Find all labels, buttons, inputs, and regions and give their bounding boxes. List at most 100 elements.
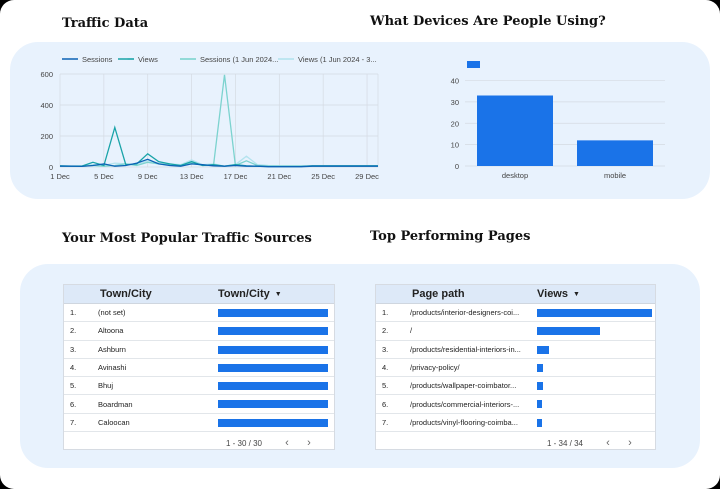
y-tick-label: 400: [40, 101, 53, 110]
row-number: 6.: [70, 399, 77, 409]
legend-item-3[interactable]: Views (1 Jun 2024 - 3...: [278, 55, 377, 64]
row-number: 1.: [382, 308, 389, 318]
line-chart-x-ticks: 1 Dec 5 Dec 9 Dec 13 Dec 17 Dec 21 Dec 25 Dec 2…: [50, 172, 379, 181]
table-row[interactable]: 1. (not set): [64, 304, 334, 323]
table-row[interactable]: 4. Avinashi: [64, 359, 334, 378]
pagination-label: 1 - 30 / 30: [225, 438, 262, 448]
bar-chart-y-ticks: 0 10 20 30 40: [451, 77, 459, 171]
column-header-views-sort[interactable]: Views ▼: [537, 288, 580, 300]
row-bar: [537, 309, 652, 317]
x-tick-label: 25 Dec: [311, 172, 335, 181]
table-header: Town/City Town/City ▼: [64, 285, 334, 304]
y-tick-label: 600: [40, 70, 53, 79]
row-bar-cell: [218, 359, 334, 376]
table-body: 1. (not set) 2. Altoona 3. Ashburn 4. Avinashi 5…: [64, 304, 334, 433]
chevron-left-icon[interactable]: ‹: [606, 437, 610, 450]
row-label: /products/vinyl-flooring-coimba...: [410, 417, 518, 427]
row-bar: [537, 363, 543, 372]
traffic-sources-table: Town/City Town/City ▼ 1. (not set) 2. Altoo…: [63, 284, 335, 450]
row-bar-cell: [537, 395, 655, 412]
row-label: Boardman: [98, 399, 133, 409]
line-chart-y-ticks: 0 200 400 600: [40, 70, 53, 172]
x-tick-label: 17 Dec: [224, 172, 248, 181]
y-tick-label: 0: [455, 162, 459, 171]
series-line-1: [59, 125, 378, 168]
row-bar-cell: [218, 395, 334, 412]
row-bar: [218, 418, 328, 427]
table-row[interactable]: 5. /products/wallpaper-coimbator...: [376, 377, 655, 396]
row-number: 7.: [70, 417, 77, 427]
chevron-right-icon[interactable]: ›: [628, 437, 632, 450]
traffic-sources-title: Your Most Popular Traffic Sources: [62, 231, 312, 246]
row-bar-cell: [537, 377, 655, 394]
row-number: 3.: [70, 344, 77, 354]
legend-item-1[interactable]: Views: [118, 55, 158, 64]
table-header: Page path Views ▼: [376, 285, 655, 304]
x-tick-label: 1 Dec: [50, 172, 70, 181]
bar-chart-bars: [477, 95, 653, 167]
row-bar-cell: [537, 414, 655, 431]
table-row[interactable]: 3. /products/residential-interiors-in...: [376, 341, 655, 359]
sort-desc-icon: ▼: [573, 290, 580, 298]
table-body: 1. /products/interior-designers-coi... 2. /…: [376, 304, 655, 433]
row-bar-cell: [537, 359, 655, 376]
table-row[interactable]: 7. Caloocan: [64, 414, 334, 433]
row-number: 5.: [382, 381, 389, 391]
table-row[interactable]: 2. Altoona: [64, 322, 334, 341]
bar-mobile[interactable]: [577, 140, 653, 166]
y-tick-label: 30: [451, 98, 459, 107]
line-chart-series: [59, 74, 378, 168]
legend-label: Views: [138, 55, 158, 64]
row-label: /products/residential-interiors-in...: [410, 344, 521, 354]
table-row[interactable]: 2. /: [376, 322, 655, 341]
table-row[interactable]: 3. Ashburn: [64, 341, 334, 359]
column-header-page-path[interactable]: Page path: [412, 288, 465, 300]
table-row[interactable]: 1. /products/interior-designers-coi...: [376, 304, 655, 323]
row-label: /products/commercial-interiors-...: [410, 399, 520, 409]
row-label: Ashburn: [98, 344, 126, 354]
series-line-0: [60, 158, 378, 168]
row-number: 2.: [382, 326, 389, 336]
top-pages-table: Page path Views ▼ 1. /products/interior-d…: [375, 284, 656, 450]
charts-panel: Sessions Views Sessions (1 Jun 2024... View…: [10, 42, 710, 199]
row-bar: [537, 400, 542, 409]
bar-chart-x-ticks: desktop mobile: [502, 171, 626, 180]
column-header-town-city-sort[interactable]: Town/City ▼: [218, 288, 282, 300]
table-row[interactable]: 6. Boardman: [64, 395, 334, 414]
row-number: 1.: [70, 308, 77, 318]
column-header-label: Town/City: [218, 288, 270, 300]
chevron-right-icon[interactable]: ›: [307, 437, 311, 450]
x-tick-label: 29 Dec: [355, 172, 379, 181]
y-tick-label: 0: [49, 163, 53, 172]
legend-item-0[interactable]: Sessions: [62, 55, 113, 64]
row-label: /products/wallpaper-coimbator...: [410, 381, 517, 391]
column-header-town-city[interactable]: Town/City: [100, 288, 152, 300]
devices-title: What Devices Are People Using?: [370, 14, 606, 29]
traffic-data-title: Traffic Data: [62, 16, 149, 31]
table-row[interactable]: 6. /products/commercial-interiors-...: [376, 395, 655, 414]
table-row[interactable]: 7. /products/vinyl-flooring-coimba...: [376, 414, 655, 433]
row-number: 3.: [382, 344, 389, 354]
row-bar: [537, 418, 542, 427]
row-label: Caloocan: [98, 417, 130, 427]
legend-item-2[interactable]: Sessions (1 Jun 2024...: [180, 55, 278, 64]
line-chart-legend: Sessions Views Sessions (1 Jun 2024... View…: [62, 55, 377, 64]
bar-desktop[interactable]: [477, 95, 553, 167]
row-bar-cell: [537, 304, 655, 321]
row-bar: [218, 309, 328, 317]
row-label: Bhuj: [98, 381, 114, 391]
column-header-label: Views: [537, 288, 568, 300]
x-tick-label: mobile: [604, 171, 626, 180]
legend-label: Sessions (1 Jun 2024...: [200, 55, 278, 64]
legend-label: Views (1 Jun 2024 - 3...: [298, 55, 377, 64]
row-bar-cell: [218, 341, 334, 358]
table-row[interactable]: 5. Bhuj: [64, 377, 334, 396]
x-tick-label: desktop: [502, 171, 528, 180]
chevron-left-icon[interactable]: ‹: [285, 437, 289, 450]
row-label: Altoona: [98, 326, 124, 336]
table-row[interactable]: 4. /privacy-policy/: [376, 359, 655, 378]
row-number: 2.: [70, 326, 77, 336]
row-number: 5.: [70, 381, 77, 391]
x-tick-label: 9 Dec: [138, 172, 158, 181]
